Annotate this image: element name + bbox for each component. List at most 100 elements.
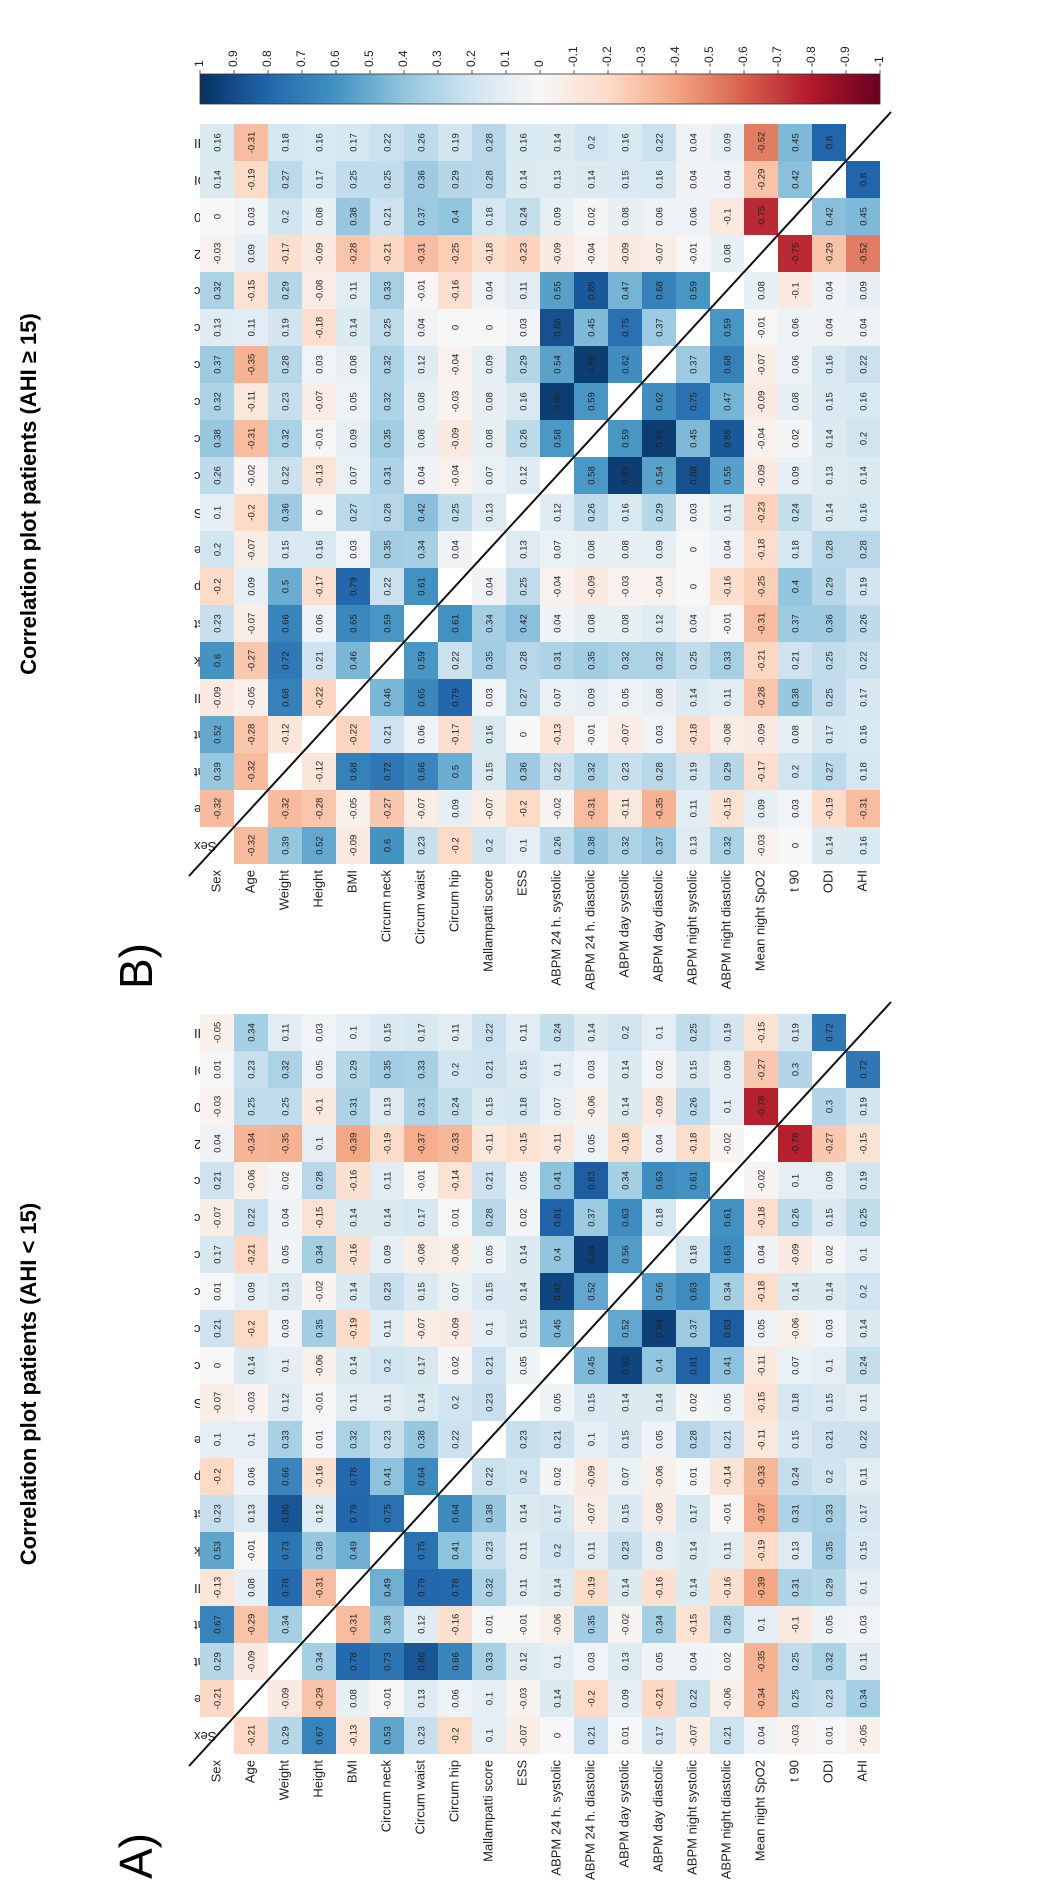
heatmap-cell — [506, 1347, 540, 1384]
cell-value: 0.95 — [621, 466, 632, 485]
heatmap-cell — [744, 1643, 778, 1680]
heatmap-cell — [744, 309, 778, 346]
cell-value: -0.02 — [757, 1170, 768, 1192]
heatmap-cell — [438, 716, 472, 753]
cell-value: 0.11 — [383, 1394, 394, 1412]
cell-value: 0.92 — [621, 1356, 632, 1375]
cell-value: 0.21 — [485, 1171, 496, 1190]
cell-value: -0.03 — [791, 1725, 802, 1747]
heatmap-cell — [540, 161, 574, 198]
heatmap-cell — [370, 1347, 404, 1384]
heatmap-cell — [676, 1532, 710, 1569]
row-label: Weight — [276, 1760, 291, 1801]
cell-value: 0.15 — [791, 1430, 802, 1449]
cell-value: 0.26 — [791, 1208, 802, 1227]
heatmap-cell — [302, 1273, 336, 1310]
cell-value: 0 — [553, 1733, 564, 1738]
heatmap-cell — [846, 605, 880, 642]
heatmap-cell — [676, 272, 710, 309]
heatmap-cell — [506, 827, 540, 864]
heatmap-cell — [200, 1236, 234, 1273]
heatmap-cell — [608, 1643, 642, 1680]
heatmap-cell — [642, 568, 676, 605]
heatmap-cell — [268, 1680, 302, 1717]
heatmap-cell — [336, 1014, 370, 1051]
heatmap-cell — [302, 1643, 336, 1680]
heatmap-cell — [438, 605, 472, 642]
cell-value: 0 — [213, 1363, 224, 1368]
cell-value: -0.78 — [791, 1133, 802, 1155]
heatmap-cell — [608, 1125, 642, 1162]
cell-value: -0.09 — [213, 687, 224, 709]
cell-value: 0.2 — [587, 136, 598, 149]
heatmap-cell — [608, 716, 642, 753]
cell-value: 0.52 — [587, 1282, 598, 1301]
heatmap-cell — [200, 1199, 234, 1236]
row-label: ABPM night systolic — [684, 870, 699, 985]
heatmap-cell — [234, 1310, 268, 1347]
row-label: Circum neck — [378, 870, 393, 943]
cell-value: -0.09 — [315, 243, 326, 265]
heatmap-cell — [608, 457, 642, 494]
cell-value: -0.07 — [519, 1725, 530, 1747]
cell-value: -0.2 — [247, 1320, 258, 1336]
cell-value: 0.15 — [621, 1504, 632, 1523]
cell-value: 0.34 — [315, 1652, 326, 1671]
heatmap-cell — [846, 568, 880, 605]
heatmap-cell — [472, 1495, 506, 1532]
cell-value: 0.05 — [757, 1319, 768, 1338]
cell-value: -0.18 — [689, 724, 700, 746]
heatmap-cell — [778, 124, 812, 161]
cell-value: 0.1 — [485, 1322, 496, 1335]
heatmap-cell — [200, 568, 234, 605]
cell-value: 0.83 — [587, 1171, 598, 1190]
cell-value: 0.21 — [213, 1171, 224, 1190]
cell-value: 0.72 — [281, 651, 292, 670]
cell-value: 0.63 — [655, 1171, 666, 1190]
heatmap-cell — [336, 383, 370, 420]
cell-value: 0.14 — [213, 170, 224, 189]
cell-value: 0.17 — [859, 1504, 870, 1523]
cell-value: -0.05 — [247, 687, 258, 709]
row-label: ABPM 24 h. systolic — [548, 1760, 563, 1876]
heatmap-cell — [370, 1310, 404, 1347]
heatmap-cell — [506, 383, 540, 420]
cell-value: 0.22 — [655, 133, 666, 152]
cell-value: 0.1 — [553, 1655, 564, 1668]
cell-value: 0.04 — [451, 540, 462, 559]
heatmap-cell — [744, 1236, 778, 1273]
heatmap-cell — [404, 1384, 438, 1421]
heatmap-cell — [846, 161, 880, 198]
colorbar-tick-label: 0 — [532, 60, 546, 67]
cell-value: -0.78 — [757, 1096, 768, 1118]
cell-value: 0.22 — [451, 651, 462, 670]
cell-value: 0.14 — [825, 429, 836, 448]
heatmap-cell — [506, 1680, 540, 1717]
heatmap-cell — [336, 753, 370, 790]
cell-value: 0.16 — [859, 836, 870, 855]
heatmap-cell — [574, 235, 608, 272]
heatmap-cell — [234, 1384, 268, 1421]
heatmap-cell — [608, 1088, 642, 1125]
cell-value: 0.38 — [213, 429, 224, 448]
cell-value: 0.39 — [213, 762, 224, 781]
colorbar-tick-label: -0.2 — [600, 46, 614, 67]
cell-value: 0.61 — [417, 577, 428, 596]
heatmap-cell — [404, 1236, 438, 1273]
cell-value: 0.04 — [689, 133, 700, 152]
cell-value: -0.15 — [519, 1133, 530, 1155]
cell-value: -0.08 — [655, 1503, 666, 1525]
cell-value: 0.73 — [281, 1541, 292, 1560]
heatmap-cell — [676, 1310, 710, 1347]
cell-value: -0.07 — [417, 798, 428, 820]
heatmap-cell — [812, 1421, 846, 1458]
heatmap-cell — [812, 790, 846, 827]
heatmap-cell — [472, 494, 506, 531]
heatmap-cell — [812, 1014, 846, 1051]
heatmap-cell — [336, 1458, 370, 1495]
row-label: Circum hip — [446, 870, 461, 932]
cell-value: 0.36 — [519, 762, 530, 781]
cell-value: -0.21 — [757, 650, 768, 672]
cell-value: 0.37 — [689, 355, 700, 374]
heatmap-cell — [472, 235, 506, 272]
